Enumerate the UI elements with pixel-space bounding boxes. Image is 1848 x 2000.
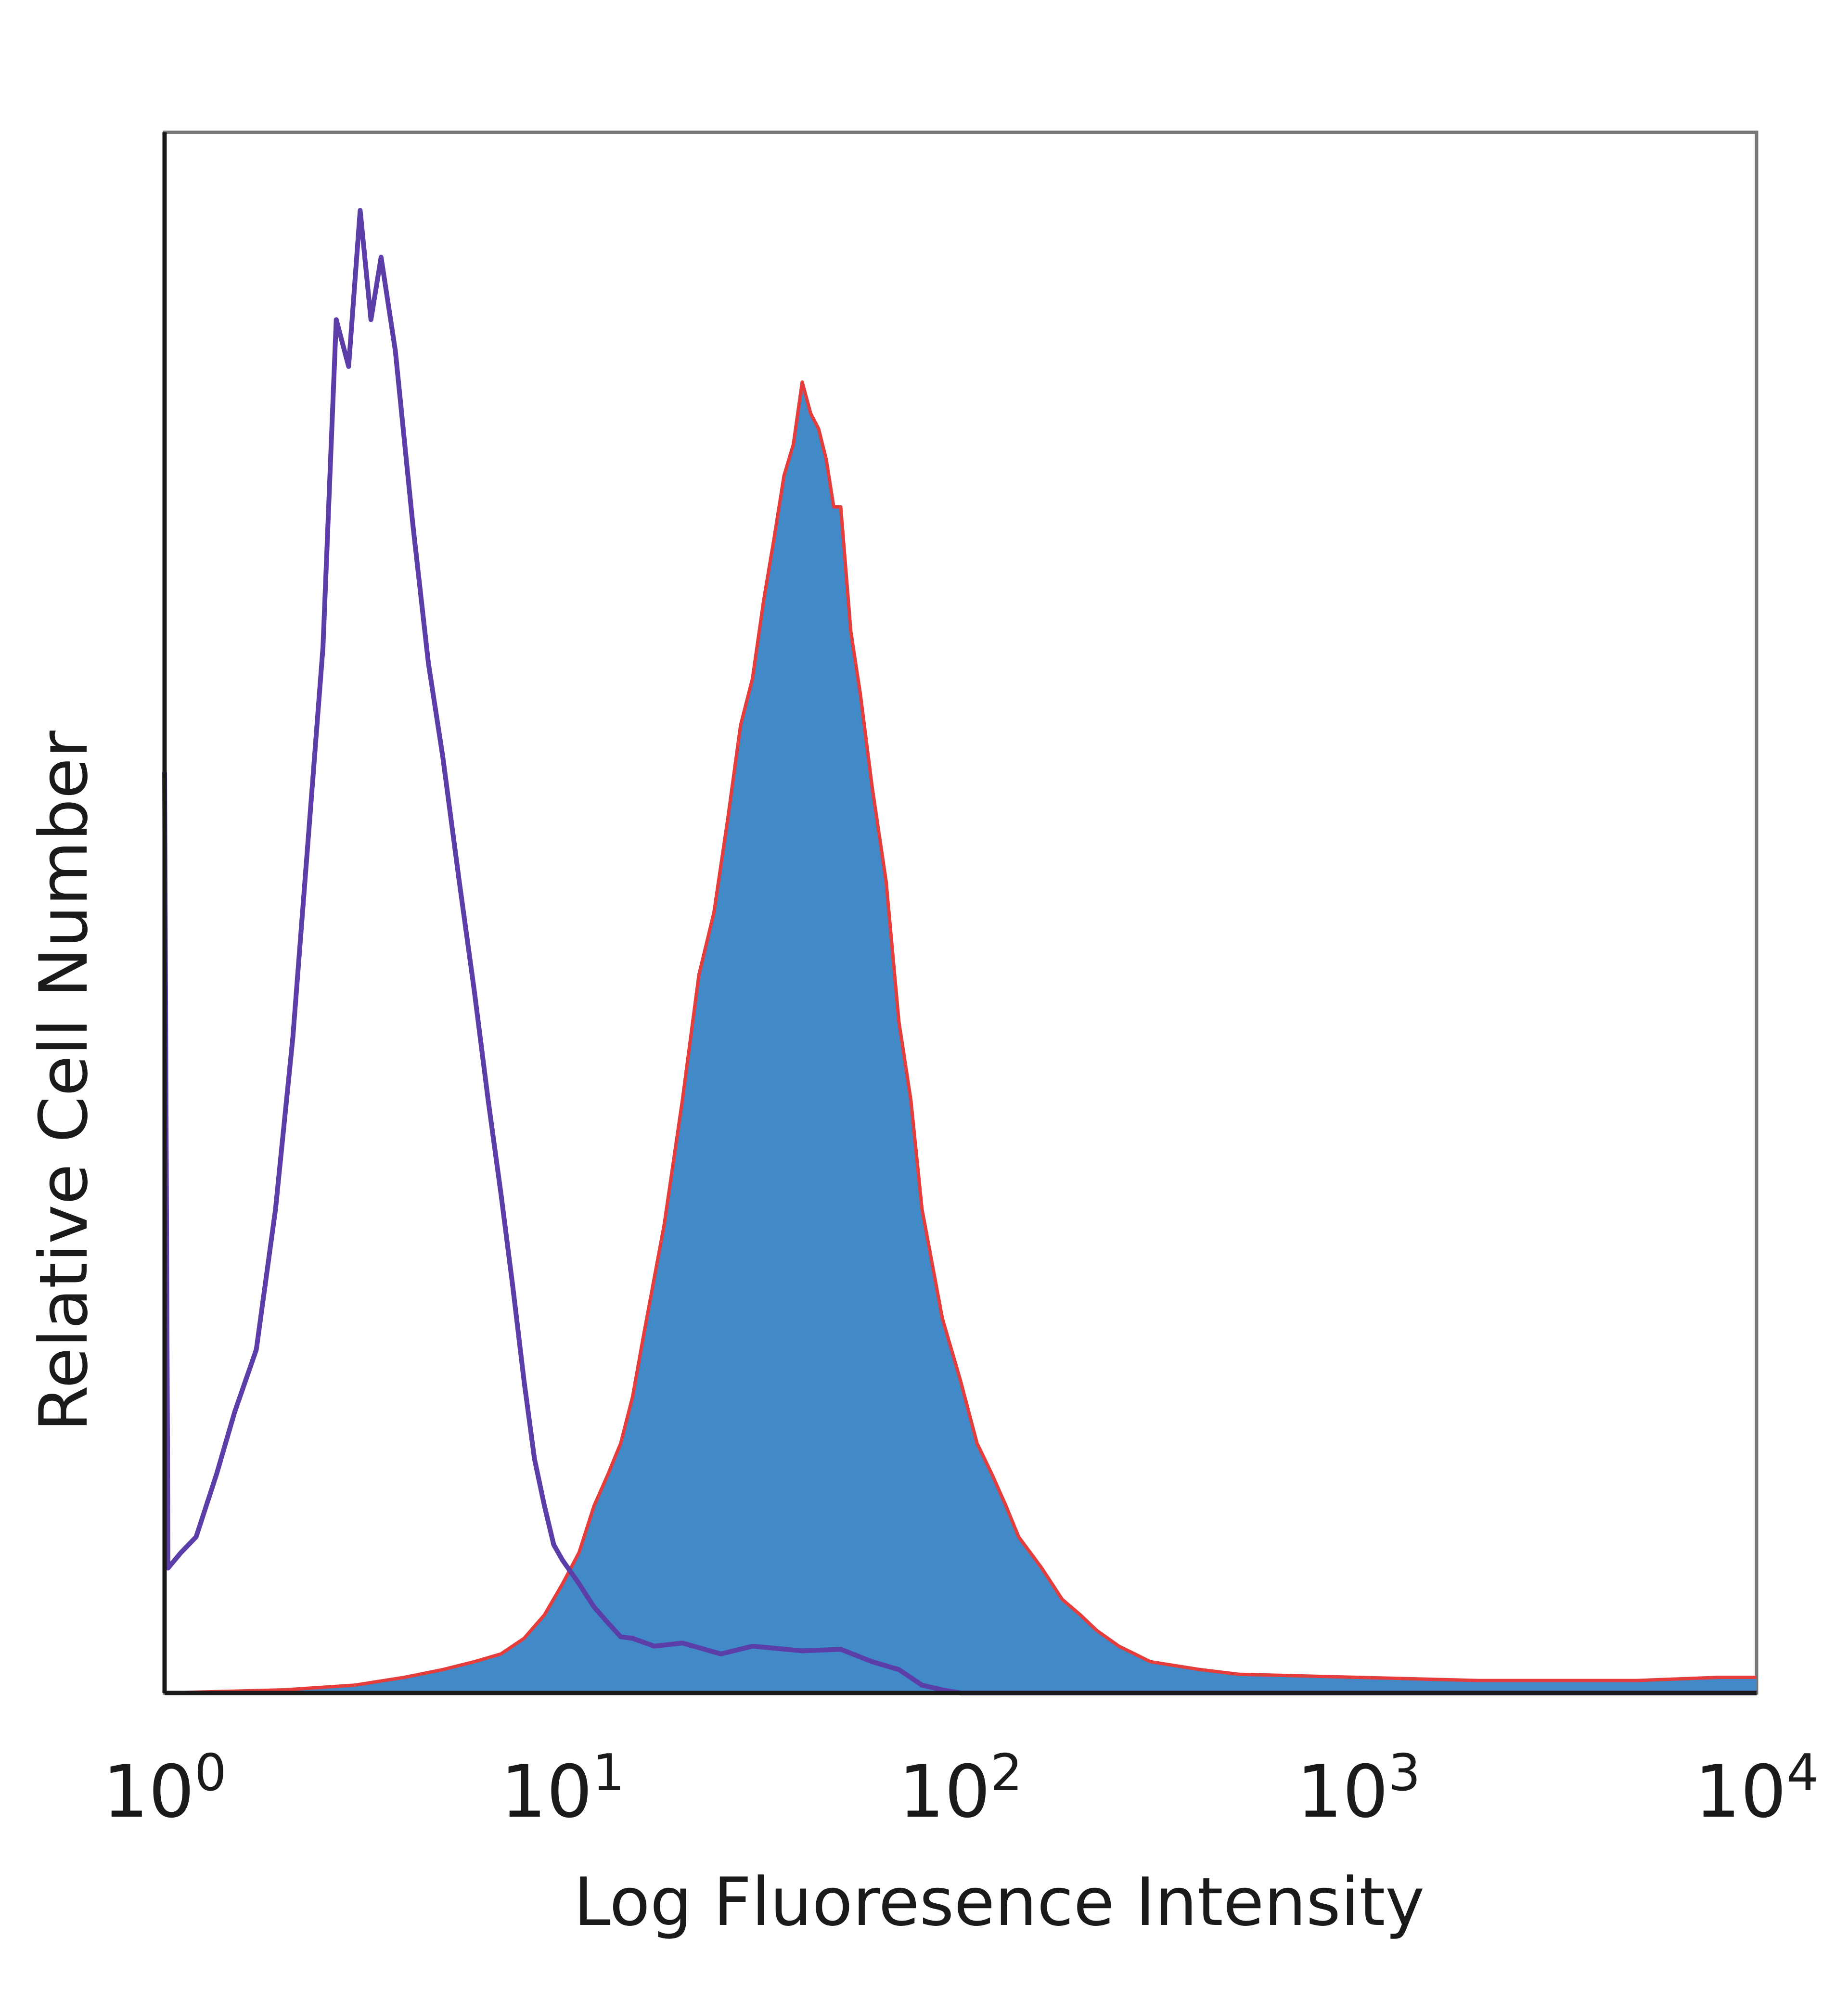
open-histogram-line (162, 208, 1757, 1695)
x-tick-label: 104 (1694, 1744, 1819, 1834)
x-tick-label: 101 (500, 1744, 625, 1834)
x-tick-label: 102 (898, 1744, 1023, 1834)
y-axis-title: Relative Cell Number (25, 731, 103, 1432)
filled-histogram-area (165, 382, 1757, 1693)
x-tick-label: 100 (103, 1744, 227, 1834)
plot-area (162, 130, 1758, 1695)
x-axis-title: Log Fluoresence Intensity (574, 1863, 1424, 1941)
series-layer (162, 208, 1757, 1695)
x-tick-labels: 100 101 102 103 104 (103, 1744, 1819, 1834)
filled-histogram-outline (164, 380, 1757, 1695)
x-tick-label: 103 (1296, 1744, 1421, 1834)
